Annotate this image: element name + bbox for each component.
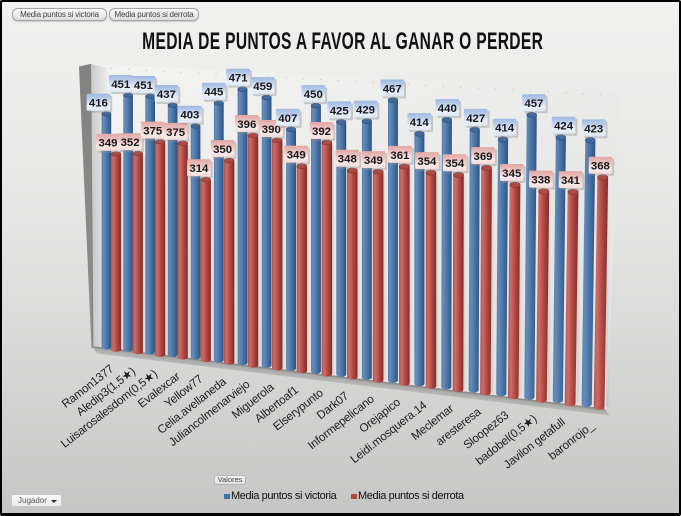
svg-text:354: 354 — [417, 156, 437, 168]
svg-text:451: 451 — [111, 79, 131, 91]
svg-text:349: 349 — [287, 150, 306, 162]
svg-text:457: 457 — [524, 98, 543, 110]
svg-text:403: 403 — [180, 110, 199, 122]
svg-text:368: 368 — [591, 161, 610, 173]
svg-text:471: 471 — [229, 73, 249, 85]
svg-text:414: 414 — [410, 117, 430, 129]
svg-text:407: 407 — [278, 113, 297, 125]
svg-text:350: 350 — [213, 144, 232, 156]
svg-text:450: 450 — [304, 89, 323, 101]
svg-text:429: 429 — [356, 105, 375, 117]
svg-text:427: 427 — [466, 113, 485, 125]
svg-text:445: 445 — [204, 87, 224, 99]
svg-text:437: 437 — [157, 89, 176, 101]
svg-text:369: 369 — [473, 151, 492, 163]
svg-text:375: 375 — [166, 127, 186, 139]
svg-text:314: 314 — [189, 163, 209, 175]
svg-text:345: 345 — [502, 168, 522, 180]
svg-text:451: 451 — [134, 80, 154, 92]
svg-text:414: 414 — [495, 123, 515, 135]
svg-text:416: 416 — [89, 98, 108, 110]
svg-text:338: 338 — [531, 175, 550, 187]
svg-text:348: 348 — [338, 154, 357, 166]
svg-text:459: 459 — [253, 81, 272, 93]
svg-text:341: 341 — [561, 175, 581, 187]
svg-text:352: 352 — [121, 137, 140, 149]
svg-text:424: 424 — [554, 121, 574, 133]
svg-text:361: 361 — [390, 150, 410, 162]
svg-text:349: 349 — [98, 138, 117, 150]
svg-text:396: 396 — [237, 119, 256, 131]
svg-text:375: 375 — [143, 126, 163, 138]
svg-text:423: 423 — [584, 123, 603, 135]
svg-text:354: 354 — [445, 158, 465, 170]
svg-text:390: 390 — [262, 124, 281, 136]
svg-text:425: 425 — [330, 105, 350, 117]
svg-text:392: 392 — [312, 126, 331, 138]
svg-text:440: 440 — [438, 103, 457, 115]
svg-text:349: 349 — [364, 155, 383, 167]
svg-text:467: 467 — [383, 83, 402, 95]
